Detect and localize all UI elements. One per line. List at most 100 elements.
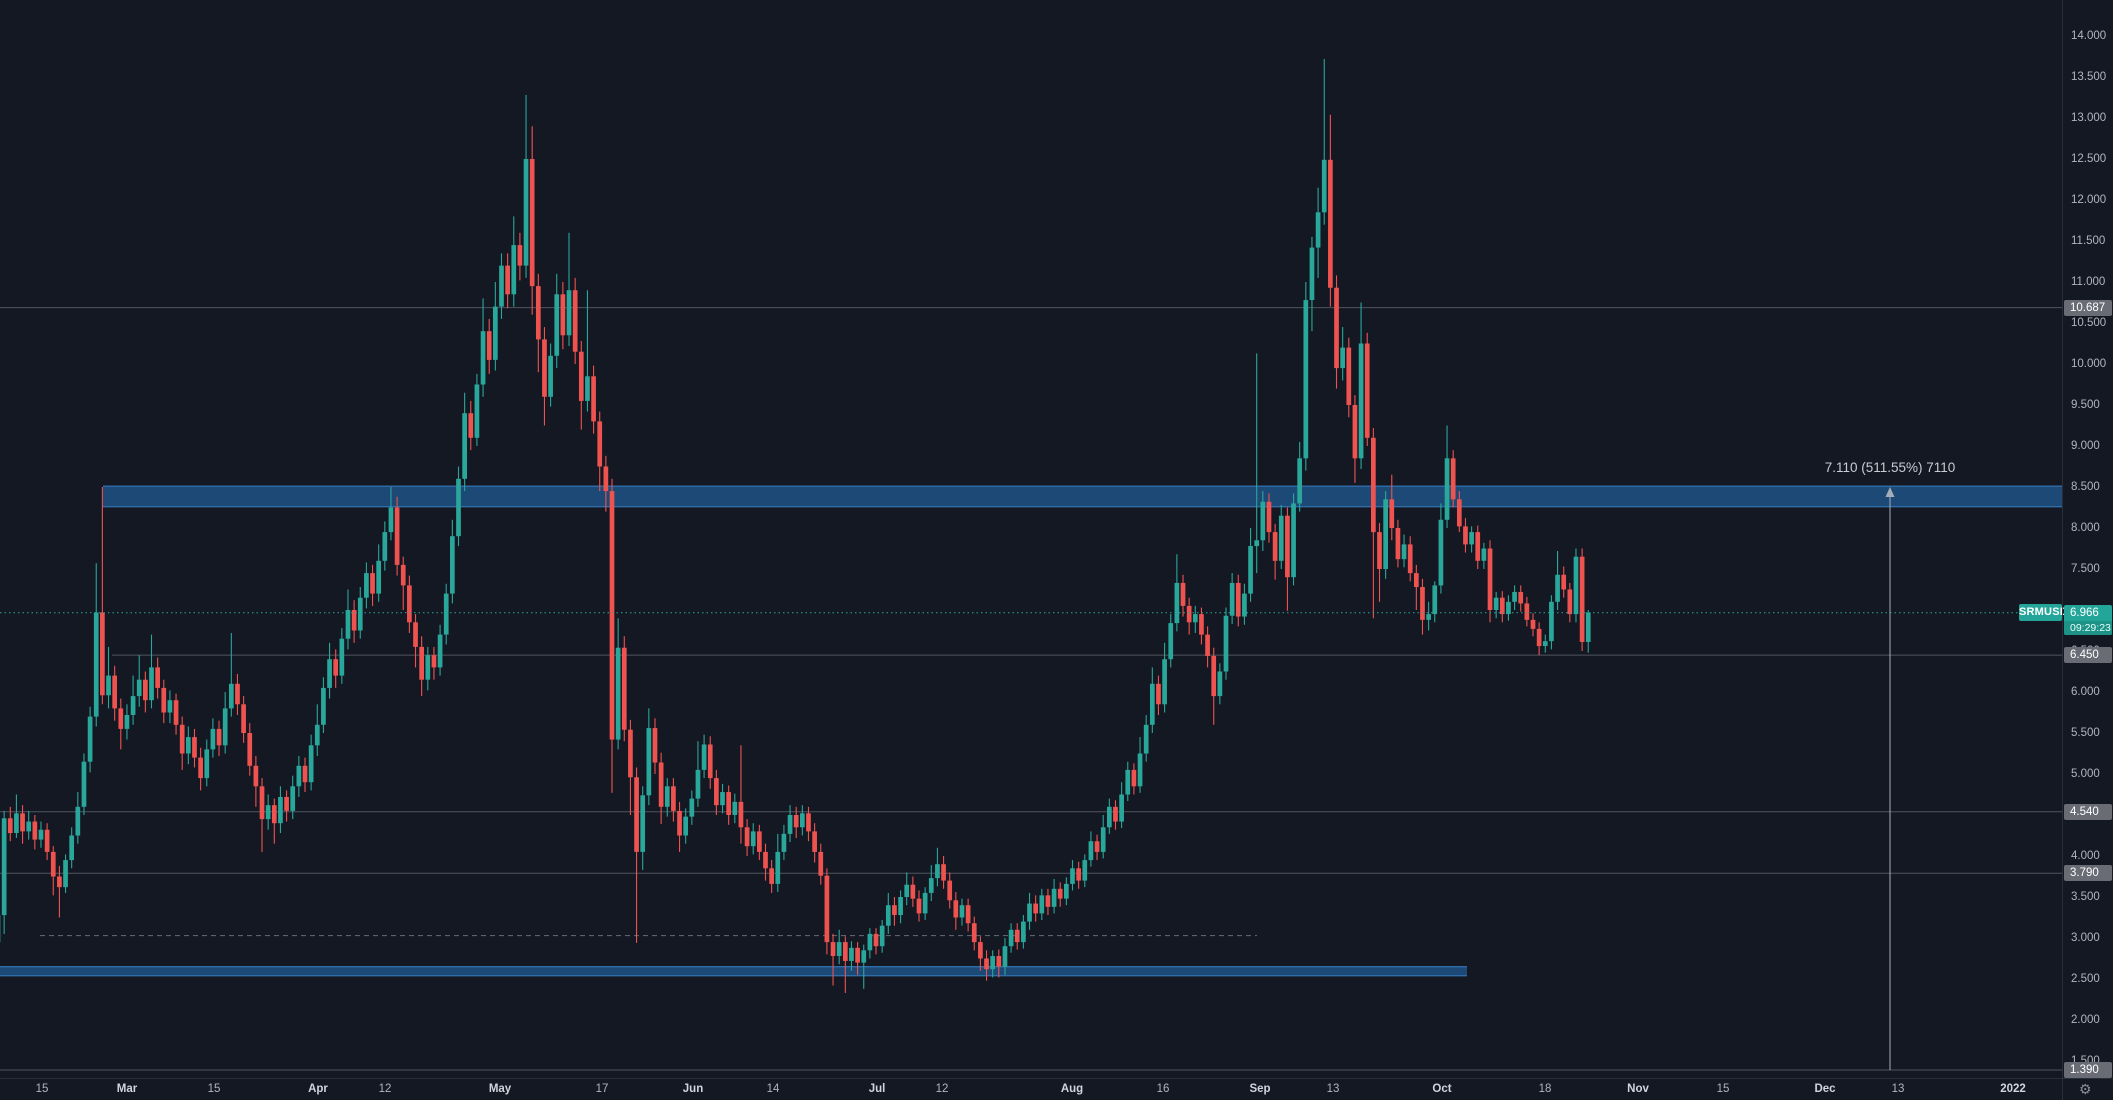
- candle: [1051, 878, 1057, 914]
- candle: [1094, 834, 1100, 861]
- candle: [1223, 607, 1229, 680]
- candle: [179, 716, 185, 770]
- candle: [1260, 491, 1266, 551]
- time-tick-14: 14: [766, 1083, 780, 1095]
- candle: [689, 790, 695, 825]
- level-price-label-6.450: 6.450: [2064, 647, 2112, 664]
- candle: [953, 892, 959, 930]
- candle: [50, 846, 56, 896]
- support-zone[interactable]: [0, 966, 1467, 976]
- candle: [873, 928, 879, 955]
- axis-corner: ⚙: [2062, 1078, 2113, 1100]
- candle: [671, 778, 676, 822]
- candle: [1444, 425, 1450, 528]
- candle: [1174, 554, 1180, 632]
- candle: [855, 942, 860, 975]
- candle: [1168, 614, 1174, 668]
- candle: [1493, 591, 1499, 619]
- candle: [818, 843, 824, 885]
- time-tick-Oct: Oct: [1432, 1083, 1452, 1095]
- candle: [560, 282, 566, 350]
- time-tick-12: 12: [378, 1083, 392, 1095]
- price-tick-13.500: 13.500: [2071, 71, 2107, 83]
- candle: [1125, 761, 1131, 802]
- price-tick-7.500: 7.500: [2071, 563, 2100, 575]
- time-axis[interactable]: 15 Mar 15 Apr 12 May 17 Jun 14 Jul 12 Aug 16 Sep 13 Oct…: [0, 1078, 2113, 1100]
- candle: [185, 726, 191, 765]
- candle: [990, 950, 996, 978]
- candle: [542, 327, 547, 426]
- candle: [885, 892, 891, 934]
- candle: [1413, 564, 1419, 610]
- candle: [1401, 534, 1407, 568]
- candle: [57, 865, 62, 918]
- candle: [1573, 548, 1579, 623]
- candle: [492, 282, 498, 371]
- time-tick-17: 17: [595, 1083, 609, 1095]
- price-tick-9.000: 9.000: [2071, 440, 2100, 452]
- candle: [849, 941, 854, 971]
- candle: [75, 792, 81, 844]
- candle: [1254, 353, 1260, 574]
- price-tick-3.500: 3.500: [2071, 891, 2100, 903]
- candle: [1481, 542, 1487, 569]
- time-tick-Aug: Aug: [1060, 1083, 1084, 1095]
- candle: [1426, 601, 1431, 631]
- time-tick-15: 15: [1716, 1083, 1730, 1095]
- price-tick-9.500: 9.500: [2071, 399, 2100, 411]
- candle: [806, 806, 811, 842]
- candle: [658, 752, 664, 825]
- candle-countdown: 09:29:23: [2064, 620, 2112, 635]
- candle: [480, 298, 486, 397]
- candle: [1549, 595, 1554, 650]
- candle: [339, 628, 345, 684]
- candle: [1064, 877, 1069, 906]
- time-tick-May: May: [488, 1083, 512, 1095]
- candle: [87, 706, 93, 773]
- candle: [922, 887, 928, 920]
- candle: [192, 728, 197, 768]
- candle: [879, 919, 885, 953]
- candle: [517, 232, 523, 281]
- level-price-label-1.390: 1.390: [2064, 1062, 2112, 1079]
- candle: [591, 365, 596, 434]
- candle: [683, 808, 689, 844]
- time-tick-16: 16: [1156, 1083, 1170, 1095]
- candle: [1156, 675, 1161, 715]
- level-price-label-10.687: 10.687: [2064, 299, 2112, 316]
- chart-pane[interactable]: [0, 0, 2062, 1078]
- candlestick-chart[interactable]: [0, 0, 2062, 1078]
- candle: [621, 636, 627, 742]
- candle: [7, 806, 13, 842]
- candle: [1438, 503, 1444, 594]
- candle: [1131, 763, 1137, 795]
- candle: [419, 636, 425, 697]
- resistance-zone[interactable]: [103, 486, 2062, 507]
- candle: [364, 562, 369, 609]
- candle: [1463, 518, 1468, 553]
- candle: [302, 757, 308, 793]
- candle: [1555, 550, 1560, 610]
- candle: [1180, 574, 1186, 617]
- level-price-label-4.540: 4.540: [2064, 803, 2112, 820]
- price-tick-13.000: 13.000: [2071, 112, 2107, 124]
- candle: [443, 583, 449, 645]
- candle: [836, 929, 842, 965]
- candle: [1070, 860, 1075, 891]
- candle: [456, 466, 461, 547]
- candle: [615, 618, 621, 750]
- price-tick-10.500: 10.500: [2071, 317, 2107, 329]
- gear-icon[interactable]: ⚙: [2079, 1081, 2092, 1097]
- candle: [499, 253, 504, 319]
- price-axis[interactable]: 14.000 13.500 13.000 12.500 12.000 11.500 11.0…: [2062, 0, 2113, 1079]
- candle: [1057, 882, 1063, 907]
- candle: [1364, 332, 1370, 446]
- candle: [1469, 526, 1474, 553]
- candle: [1211, 647, 1217, 725]
- price-tick-2.500: 2.500: [2071, 973, 2100, 985]
- candle: [965, 898, 971, 932]
- time-tick-13: 13: [1326, 1083, 1340, 1095]
- candle: [1113, 800, 1118, 830]
- price-tick-8.000: 8.000: [2071, 522, 2100, 534]
- symbol-price-marker[interactable]: SRMUSD: [2019, 604, 2068, 621]
